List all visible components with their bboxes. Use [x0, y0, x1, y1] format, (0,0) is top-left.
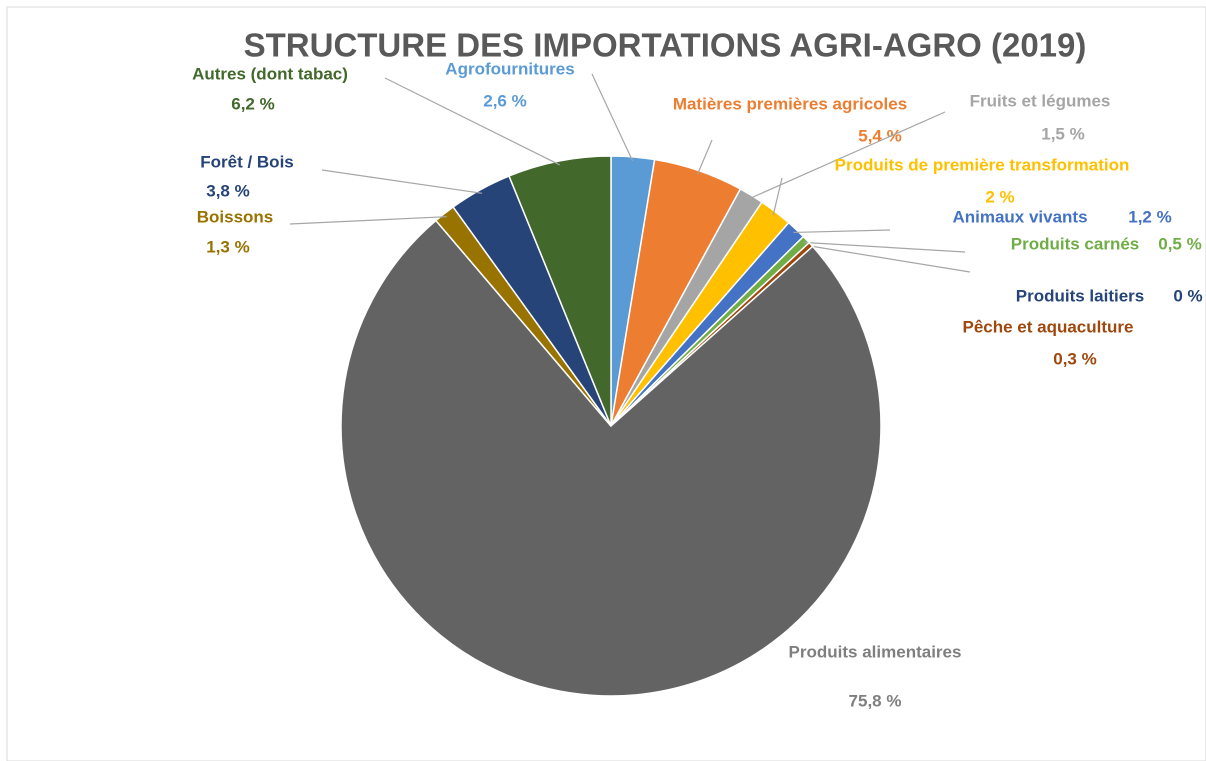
leader-line [384, 77, 561, 166]
leader-line [289, 216, 447, 225]
slice-label: Autres (dont tabac) [192, 64, 348, 83]
chart-title: STRUCTURE DES IMPORTATIONS AGRI-AGRO (20… [244, 27, 1087, 64]
value-label: 0 % [1173, 286, 1202, 305]
slice-label: Produits de première transformation [835, 155, 1130, 174]
slice-label: Animaux vivants [952, 207, 1087, 226]
leader-line [793, 229, 891, 234]
slice-label: Matières premières agricoles [673, 94, 907, 113]
value-label: 75,8 % [849, 691, 902, 710]
leader-line [696, 139, 713, 175]
value-label: 1,2 % [1128, 207, 1171, 226]
leader-line [748, 111, 946, 200]
leader-line [803, 241, 966, 253]
value-label: 0,5 % [1158, 234, 1201, 253]
slice-label: Boissons [197, 207, 274, 226]
value-label: 1,3 % [206, 237, 249, 256]
slice-label: Fruits et légumes [970, 91, 1111, 110]
leader-line [772, 177, 783, 216]
value-label: 3,8 % [206, 181, 249, 200]
value-label: 0,3 % [1053, 349, 1096, 368]
slice-label: Produits laitiers [1016, 286, 1144, 305]
pie-slice [508, 155, 612, 427]
pie-slice [340, 219, 882, 697]
value-label: 2,6 % [483, 91, 526, 110]
leader-line [321, 169, 483, 194]
value-label: 1,5 % [1041, 124, 1084, 143]
leader-line [806, 244, 971, 273]
value-label: 6,2 % [231, 94, 274, 113]
slice-label: Agrofournitures [445, 59, 574, 78]
value-label: 5,4 % [858, 126, 901, 145]
value-label: 2 % [985, 187, 1014, 206]
leader-line [591, 73, 634, 162]
slice-label: Pêche et aquaculture [962, 317, 1133, 336]
slice-label: Forêt / Bois [200, 152, 294, 171]
slice-label: Produits alimentaires [789, 642, 962, 661]
slice-label: Produits carnés [1011, 234, 1140, 253]
